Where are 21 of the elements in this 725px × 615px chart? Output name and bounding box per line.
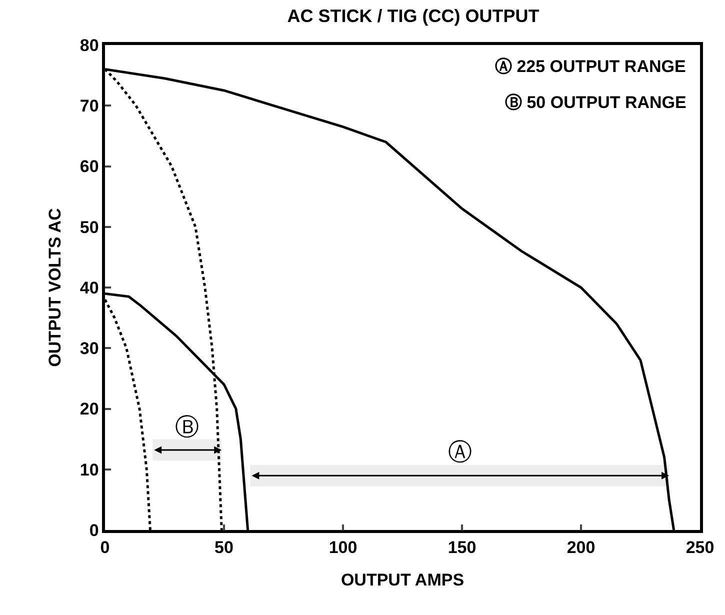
x-tick-label: 200 <box>566 538 596 558</box>
y-tick-label: 80 <box>80 36 99 55</box>
band-label: Ⓐ <box>448 439 472 466</box>
y-tick-label: 40 <box>80 278 99 298</box>
x-tick-label: 150 <box>448 538 476 558</box>
annotation: Ⓑ 50 OUTPUT RANGE <box>505 93 686 112</box>
x-axis-title: OUTPUT AMPS <box>340 570 464 590</box>
y-tick-label: 20 <box>80 400 99 419</box>
y-tick-label: 60 <box>80 157 99 176</box>
chart-title: AC STICK / TIG (CC) OUTPUT <box>287 6 540 26</box>
y-tick-label: 10 <box>80 460 99 480</box>
y-tick-label: 50 <box>80 218 99 237</box>
x-tick-label: 50 <box>214 538 234 558</box>
y-tick-label: 70 <box>80 96 99 116</box>
band-label: Ⓑ <box>175 414 199 441</box>
y-tick-label: 30 <box>80 339 99 358</box>
annotation: Ⓐ 225 OUTPUT RANGE <box>495 57 686 76</box>
y-tick-label: 0 <box>89 520 99 540</box>
x-tick-label: 250 <box>686 538 714 558</box>
x-tick-label: 100 <box>328 538 358 558</box>
y-axis-title: OUTPUT VOLTS AC <box>45 208 64 367</box>
